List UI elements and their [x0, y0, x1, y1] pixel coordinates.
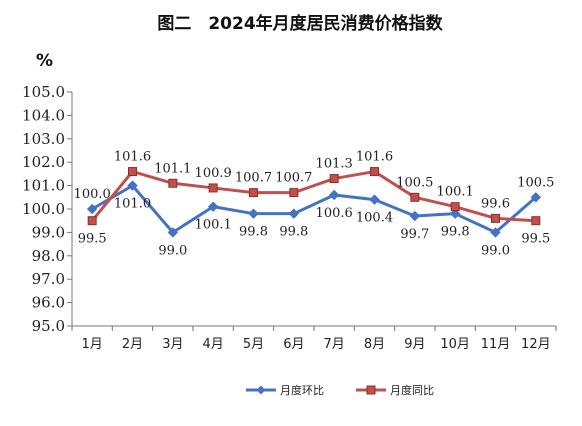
- x-tick-label: 2月: [122, 337, 143, 352]
- series-markers: [86, 167, 542, 238]
- data-point-square: [128, 167, 137, 177]
- data-point-square: [410, 192, 420, 202]
- data-label: 99.8: [441, 225, 470, 240]
- data-point-diamond: [490, 227, 501, 238]
- data-label: 101.1: [154, 161, 191, 176]
- series-lines: [91, 170, 537, 234]
- data-point-square: [249, 188, 258, 198]
- y-tick-label: 103.0: [22, 130, 65, 148]
- axes: 95.096.097.098.099.0100.0101.0102.0103.0…: [22, 83, 557, 352]
- y-tick-label: 99.0: [32, 223, 65, 241]
- x-tick-label: 1月: [82, 337, 103, 352]
- chart-title: 图二 2024年月度居民消费价格指数: [157, 13, 443, 34]
- data-point-square: [329, 174, 339, 184]
- data-label: 101.6: [114, 150, 151, 165]
- data-label: 101.0: [114, 197, 151, 212]
- y-tick-label: 98.0: [32, 247, 65, 265]
- data-point-square: [370, 167, 379, 177]
- data-label: 101.6: [356, 150, 393, 165]
- data-point-square: [87, 216, 97, 226]
- legend-marker-square: [366, 385, 376, 395]
- y-tick-label: 105.0: [22, 83, 65, 101]
- data-point-diamond: [248, 208, 259, 219]
- y-tick-label: 95.0: [32, 317, 65, 335]
- series-line: [91, 170, 536, 223]
- data-label: 99.0: [158, 243, 187, 258]
- data-label: 99.5: [521, 232, 550, 247]
- x-tick-label: 10月: [440, 337, 470, 352]
- x-tick-label: 3月: [162, 337, 183, 352]
- data-point-square: [208, 183, 218, 193]
- x-tick-label: 8月: [364, 337, 385, 352]
- data-point-square: [289, 188, 299, 198]
- data-label: 101.3: [316, 157, 353, 172]
- data-point-square: [531, 216, 541, 226]
- y-tick-label: 96.0: [32, 294, 65, 312]
- series-line: [91, 184, 537, 234]
- x-tick-label: 9月: [404, 337, 425, 352]
- data-label: 100.7: [275, 171, 312, 186]
- data-point-diamond: [449, 208, 461, 219]
- legend-label: 月度环比: [280, 383, 324, 397]
- data-point-diamond: [207, 201, 219, 212]
- y-tick-label: 102.0: [22, 153, 65, 171]
- legend-marker-diamond: [256, 385, 266, 395]
- data-label: 100.7: [235, 171, 272, 186]
- data-label: 99.7: [400, 227, 429, 242]
- x-tick-label: 5月: [243, 337, 264, 352]
- data-label: 100.9: [195, 166, 232, 181]
- data-label: 99.0: [481, 243, 510, 258]
- y-tick-label: 97.0: [32, 270, 65, 288]
- x-tick-label: 12月: [521, 337, 551, 352]
- x-tick-label: 6月: [283, 337, 304, 352]
- data-point-square: [450, 202, 460, 212]
- data-point-diamond: [369, 194, 380, 205]
- data-point-diamond: [288, 208, 300, 219]
- y-tick-label: 100.0: [22, 200, 65, 218]
- data-label: 100.0: [74, 187, 111, 202]
- data-label: 99.8: [279, 225, 308, 240]
- y-tick-label: 104.0: [22, 106, 65, 124]
- x-tick-label: 11月: [481, 337, 511, 352]
- data-point-square: [491, 213, 500, 223]
- y-axis-unit: %: [36, 51, 53, 71]
- data-point-diamond: [530, 192, 542, 203]
- data-label: 100.5: [396, 175, 433, 190]
- data-point-diamond: [127, 180, 138, 191]
- data-label: 99.8: [239, 225, 268, 240]
- data-point-square: [168, 178, 178, 188]
- data-point-diamond: [409, 210, 421, 222]
- data-label: 100.5: [517, 175, 554, 190]
- data-point-diamond: [86, 203, 98, 215]
- legend: 月度环比 月度同比: [246, 383, 434, 397]
- data-label: 100.6: [316, 206, 353, 221]
- x-tick-label: 4月: [203, 337, 224, 352]
- data-label: 100.4: [356, 211, 393, 226]
- data-label: 99.6: [481, 196, 510, 211]
- data-point-diamond: [328, 189, 340, 201]
- data-label: 100.1: [437, 185, 474, 200]
- legend-label: 月度同比: [390, 383, 434, 397]
- x-tick-label: 7月: [324, 337, 345, 352]
- data-label: 100.1: [195, 218, 232, 233]
- y-tick-label: 101.0: [22, 177, 65, 195]
- data-label: 99.5: [78, 232, 107, 247]
- data-point-diamond: [167, 227, 179, 238]
